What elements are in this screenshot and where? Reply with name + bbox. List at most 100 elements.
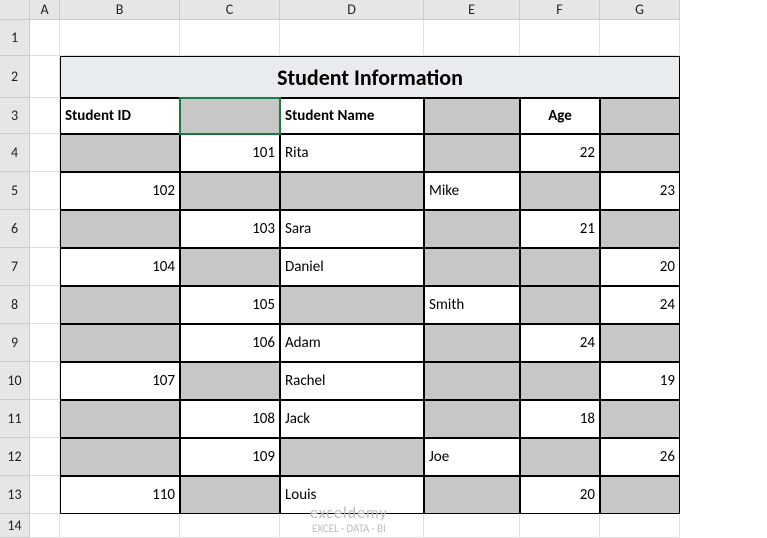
cell-F9[interactable]: 24 [520, 324, 600, 362]
cell-A12[interactable] [30, 438, 60, 476]
cell-B11[interactable] [60, 400, 180, 438]
cell-D11[interactable]: Jack [280, 400, 424, 438]
cell-C11[interactable]: 108 [180, 400, 280, 438]
cell-C13[interactable] [180, 476, 280, 514]
cell-B7[interactable]: 104 [60, 248, 180, 286]
col-header-G[interactable]: G [600, 0, 680, 20]
cell-B1[interactable] [60, 20, 180, 56]
cell-A13[interactable] [30, 476, 60, 514]
cell-G6[interactable] [600, 210, 680, 248]
cell-A8[interactable] [30, 286, 60, 324]
cell-A1[interactable] [30, 20, 60, 56]
cell-E8[interactable]: Smith [424, 286, 520, 324]
cell-G11[interactable] [600, 400, 680, 438]
cell-D14[interactable] [280, 514, 424, 538]
cell-G12[interactable]: 26 [600, 438, 680, 476]
row-header-5[interactable]: 5 [0, 172, 30, 210]
cell-B8[interactable] [60, 286, 180, 324]
row-header-14[interactable]: 14 [0, 514, 30, 538]
row-header-2[interactable]: 2 [0, 56, 30, 98]
col-header-F[interactable]: F [520, 0, 600, 20]
cell-D10[interactable]: Rachel [280, 362, 424, 400]
cell-F6[interactable]: 21 [520, 210, 600, 248]
cell-C6[interactable]: 103 [180, 210, 280, 248]
cell-F14[interactable] [520, 514, 600, 538]
cell-F10[interactable] [520, 362, 600, 400]
cell-G9[interactable] [600, 324, 680, 362]
cell-F1[interactable] [520, 20, 600, 56]
cell-E4[interactable] [424, 134, 520, 172]
cell-C9[interactable]: 106 [180, 324, 280, 362]
cell-C8[interactable]: 105 [180, 286, 280, 324]
cell-E5[interactable]: Mike [424, 172, 520, 210]
cell-A7[interactable] [30, 248, 60, 286]
col-header-B[interactable]: B [60, 0, 180, 20]
cell-C3-active[interactable] [180, 98, 280, 134]
cell-A3[interactable] [30, 98, 60, 134]
cell-E12[interactable]: Joe [424, 438, 520, 476]
cell-D1[interactable] [280, 20, 424, 56]
cell-G4[interactable] [600, 134, 680, 172]
cell-E10[interactable] [424, 362, 520, 400]
cell-B13[interactable]: 110 [60, 476, 180, 514]
row-header-7[interactable]: 7 [0, 248, 30, 286]
cell-G8[interactable]: 24 [600, 286, 680, 324]
cell-E11[interactable] [424, 400, 520, 438]
col-header-E[interactable]: E [424, 0, 520, 20]
cell-D4[interactable]: Rita [280, 134, 424, 172]
cell-E14[interactable] [424, 514, 520, 538]
cell-G10[interactable]: 19 [600, 362, 680, 400]
row-header-11[interactable]: 11 [0, 400, 30, 438]
cell-A14[interactable] [30, 514, 60, 538]
row-header-12[interactable]: 12 [0, 438, 30, 476]
cell-D13[interactable]: Louis [280, 476, 424, 514]
cell-F11[interactable]: 18 [520, 400, 600, 438]
cell-C1[interactable] [180, 20, 280, 56]
cell-C12[interactable]: 109 [180, 438, 280, 476]
cell-A4[interactable] [30, 134, 60, 172]
cell-G14[interactable] [600, 514, 680, 538]
cell-C10[interactable] [180, 362, 280, 400]
cell-E3[interactable] [424, 98, 520, 134]
row-header-8[interactable]: 8 [0, 286, 30, 324]
cell-E13[interactable] [424, 476, 520, 514]
header-age[interactable]: Age [520, 98, 600, 134]
cell-C14[interactable] [180, 514, 280, 538]
cell-F7[interactable] [520, 248, 600, 286]
cell-F4[interactable]: 22 [520, 134, 600, 172]
col-header-A[interactable]: A [30, 0, 60, 20]
col-header-C[interactable]: C [180, 0, 280, 20]
row-header-10[interactable]: 10 [0, 362, 30, 400]
cell-A9[interactable] [30, 324, 60, 362]
cell-E9[interactable] [424, 324, 520, 362]
cell-G3[interactable] [600, 98, 680, 134]
cell-A6[interactable] [30, 210, 60, 248]
header-student-id[interactable]: Student ID [60, 98, 180, 134]
row-header-6[interactable]: 6 [0, 210, 30, 248]
cell-C4[interactable]: 101 [180, 134, 280, 172]
row-header-3[interactable]: 3 [0, 98, 30, 134]
cell-F13[interactable]: 20 [520, 476, 600, 514]
cell-A2[interactable] [30, 56, 60, 98]
cell-D7[interactable]: Daniel [280, 248, 424, 286]
cell-D8[interactable] [280, 286, 424, 324]
cell-E7[interactable] [424, 248, 520, 286]
cell-A5[interactable] [30, 172, 60, 210]
cell-F8[interactable] [520, 286, 600, 324]
cell-C5[interactable] [180, 172, 280, 210]
row-header-4[interactable]: 4 [0, 134, 30, 172]
cell-B12[interactable] [60, 438, 180, 476]
cell-F12[interactable] [520, 438, 600, 476]
cell-G5[interactable]: 23 [600, 172, 680, 210]
table-title[interactable]: Student Information [60, 56, 680, 98]
cell-F5[interactable] [520, 172, 600, 210]
cell-D12[interactable] [280, 438, 424, 476]
cell-D9[interactable]: Adam [280, 324, 424, 362]
cell-B9[interactable] [60, 324, 180, 362]
cell-B6[interactable] [60, 210, 180, 248]
row-header-9[interactable]: 9 [0, 324, 30, 362]
select-all-corner[interactable] [0, 0, 30, 20]
cell-G13[interactable] [600, 476, 680, 514]
row-header-13[interactable]: 13 [0, 476, 30, 514]
cell-C7[interactable] [180, 248, 280, 286]
